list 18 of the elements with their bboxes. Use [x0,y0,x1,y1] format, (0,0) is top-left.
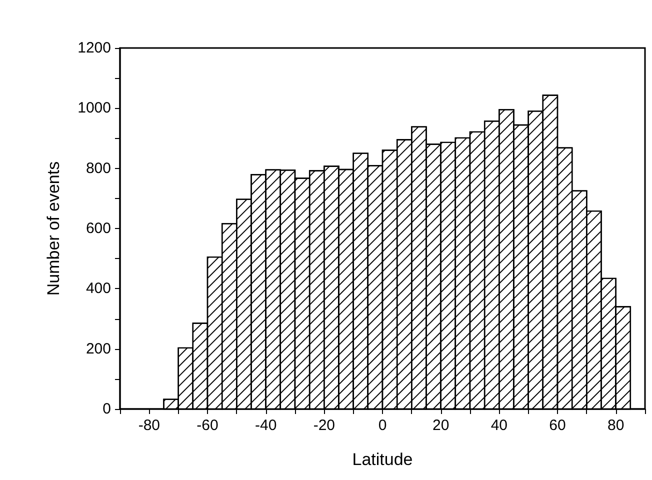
y-axis-title: Number of events [44,161,63,296]
x-tick-label: 60 [549,417,566,434]
y-tick-label: 1200 [78,40,111,56]
y-tick-label: 200 [86,340,111,358]
x-tick-label: -40 [254,417,277,434]
x-tick-label: 80 [607,417,624,434]
y-tick-label: 600 [86,220,111,237]
y-tick-label: 1000 [78,100,111,117]
y-tick-label: 0 [102,400,111,418]
x-tick-label: -80 [138,417,160,434]
x-tick-label: -60 [196,417,218,434]
x-tick-label: -20 [313,417,336,434]
x-tick-label: 40 [490,417,508,434]
x-tick-label: 20 [432,417,450,434]
y-tick-label: 800 [86,160,111,177]
y-tick-label: 400 [86,280,111,298]
x-axis-title: Latitude [352,450,413,469]
x-tick-label: 0 [378,417,387,434]
